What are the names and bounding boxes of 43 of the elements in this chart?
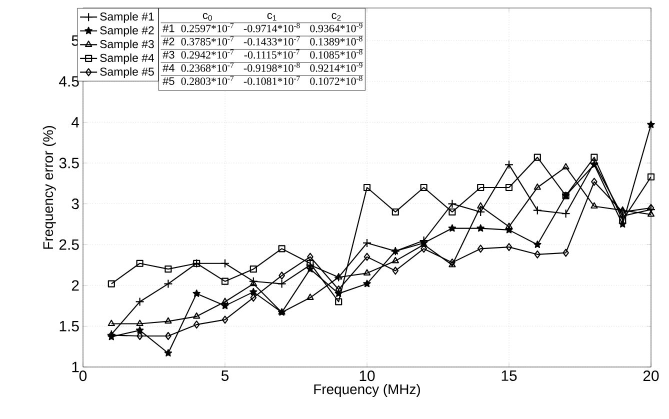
annotation: #5	[162, 77, 174, 85]
annotation: 0.9364*10$^{-9}$	[310, 23, 362, 32]
annotation: -0.9714*10$^{-8}$	[244, 23, 300, 32]
x-tick-label: 0	[79, 370, 87, 382]
annotation: 0.1389*10$^{-8}$	[310, 36, 362, 46]
x-axis-title: Frequency (MHz)	[314, 384, 420, 397]
legend-label: Sample #1	[100, 12, 154, 23]
annotation: 0.1085*10$^{-8}$	[310, 49, 362, 59]
annotation: 0.3785*10$^{-7}$	[181, 36, 234, 46]
annotation: 0.2942*10$^{-7}$	[181, 50, 234, 59]
annotation: #4	[162, 64, 174, 72]
y-tick-label: 3	[72, 198, 79, 210]
annotation: c$_{1}$	[267, 13, 276, 21]
annotation: -0.1081*10$^{-7}$	[244, 76, 300, 86]
y-tick-label: 4.5	[59, 76, 79, 87]
annotation: #2	[162, 38, 174, 46]
y-tick-label: 4	[72, 117, 80, 128]
annotation: c$_{2}$	[332, 13, 341, 21]
x-tick-label: 5	[221, 370, 229, 381]
legend-label: Sample #5	[100, 67, 154, 78]
annotation: c$_{0}$	[202, 13, 212, 21]
annotation: 0.2368*10$^{-7}$	[181, 62, 234, 72]
annotation: 0.9214*10$^{-9}$	[310, 62, 362, 72]
annotation: #3	[162, 50, 174, 59]
y-tick-label: 1	[72, 362, 79, 372]
legend-label: Sample #2	[100, 26, 154, 37]
annotation: -0.1115*10$^{-7}$	[244, 50, 300, 59]
annotation: -0.1433*10$^{-7}$	[244, 36, 300, 46]
legend-label: Sample #3	[100, 40, 154, 50]
y-axis-title: Frequency error (%)	[42, 126, 56, 249]
y-tick-label: 2.5	[59, 239, 79, 250]
y-tick-label: 1.5	[60, 320, 79, 332]
x-tick-label: 20	[643, 370, 659, 382]
annotation: 0.1072*10$^{-8}$	[310, 76, 362, 86]
legend-label: Sample #4	[100, 54, 154, 64]
y-tick-label: 2	[72, 280, 79, 291]
annotation: #1	[162, 24, 174, 32]
x-tick-label: 15	[502, 370, 517, 381]
y-tick-label: 3.5	[59, 158, 79, 168]
annotation: -0.9198*10$^{-8}$	[244, 62, 300, 72]
annotation: 0.2803*10$^{-7}$	[181, 76, 234, 86]
annotation: 0.2597*10$^{-7}$	[181, 23, 234, 32]
x-tick-label: 10	[360, 370, 375, 382]
